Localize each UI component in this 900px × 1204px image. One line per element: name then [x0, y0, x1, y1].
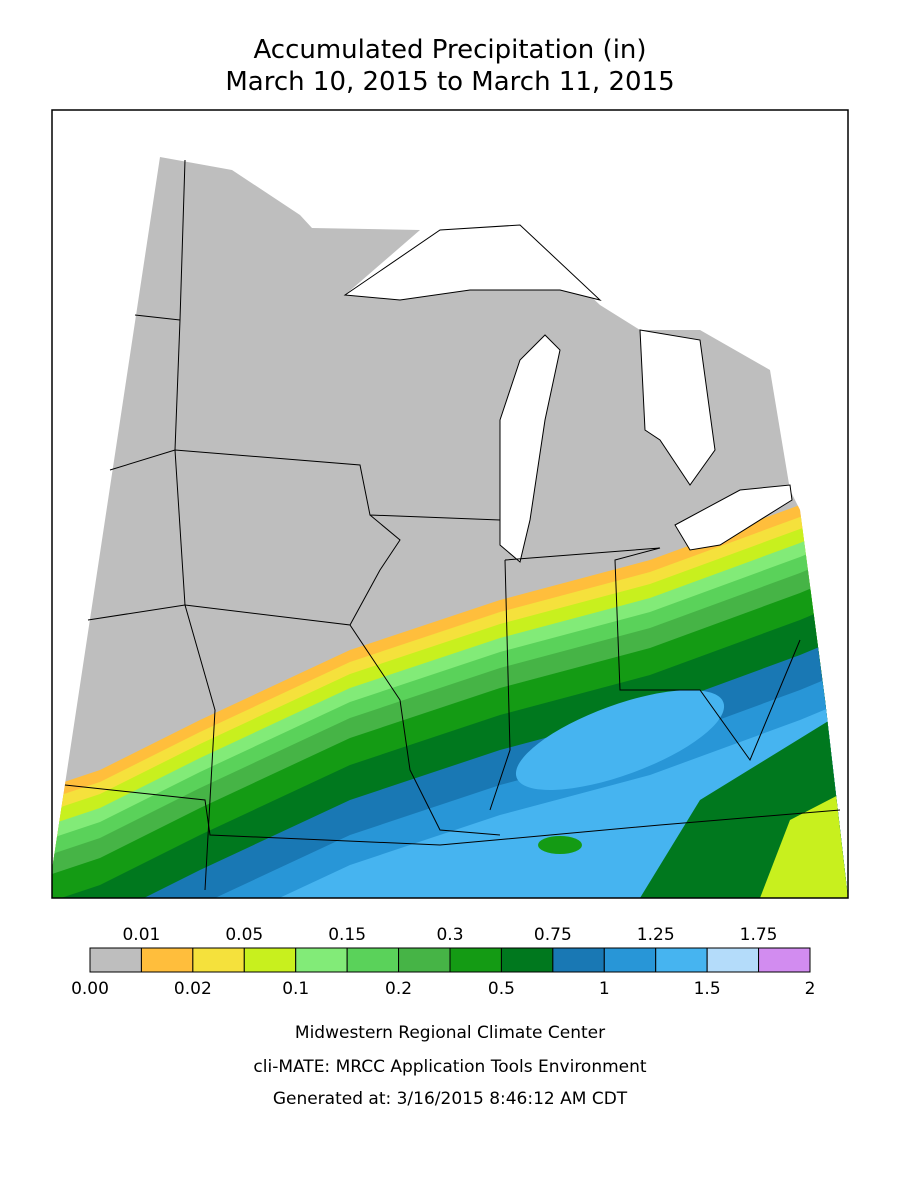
- legend-label: 0.2: [385, 979, 412, 999]
- boundary: [174, 159, 216, 891]
- legend-swatch: [398, 947, 451, 973]
- legend-label: 0.3: [436, 925, 463, 945]
- legend-label: 1.5: [694, 979, 721, 999]
- legend-label: 2: [805, 979, 816, 999]
- precip-band: [538, 836, 582, 854]
- boundary: [349, 514, 401, 626]
- boundary: [134, 314, 181, 321]
- lake-erie: [674, 484, 793, 551]
- legend-swatch: [243, 947, 297, 973]
- boundary: [504, 547, 801, 762]
- legend-swatch: [758, 947, 811, 973]
- legend-label: 0.5: [488, 979, 515, 999]
- legend-swatch: [655, 947, 708, 973]
- footer-line: Midwestern Regional Climate Center: [295, 1023, 605, 1043]
- precip-bands: [52, 480, 848, 898]
- boundary: [109, 449, 501, 521]
- legend-label: 1.25: [637, 925, 675, 945]
- lake-superior: [343, 224, 602, 301]
- boundary: [489, 559, 511, 811]
- map-title: Accumulated Precipitation (in): [253, 35, 646, 65]
- legend-swatch: [449, 947, 502, 973]
- footer-line: Generated at: 3/16/2015 8:46:12 AM CDT: [273, 1089, 628, 1109]
- legend-swatch: [552, 947, 605, 973]
- map-subtitle: March 10, 2015 to March 11, 2015: [225, 67, 674, 97]
- precip-band: [52, 695, 848, 898]
- legend-swatch: [192, 947, 245, 973]
- legend-label: 0.15: [328, 925, 366, 945]
- legend-swatch: [706, 947, 760, 973]
- legend-label: 0.1: [282, 979, 309, 999]
- legend-swatch: [295, 947, 348, 973]
- legend-swatch: [89, 947, 142, 973]
- legend-swatch: [346, 947, 400, 973]
- legend-label: 0.05: [225, 925, 263, 945]
- lake-huron: [639, 329, 716, 486]
- boundaries: [64, 159, 841, 891]
- precip-band: [760, 790, 848, 898]
- map: [51, 109, 849, 899]
- precip-band: [515, 690, 725, 790]
- legend-swatch: [500, 947, 554, 973]
- boundary: [64, 784, 841, 846]
- legend-label: 0.75: [534, 925, 572, 945]
- legend-label: 0.02: [174, 979, 212, 999]
- footer-line: cli-MATE: MRCC Application Tools Environ…: [253, 1057, 646, 1077]
- lakes: [343, 224, 793, 563]
- legend-label: 0.01: [122, 925, 160, 945]
- legend-label: 1: [599, 979, 610, 999]
- map-frame: [51, 109, 849, 899]
- lake-michigan: [499, 334, 561, 563]
- legend-label: 1.75: [740, 925, 778, 945]
- legend: 0.00 0.01 0.02 0.05 0.1 0.15 0.2 0.3 0.5 0.75 1 1.2…: [71, 925, 815, 999]
- legend-swatch: [603, 947, 657, 973]
- boundary: [87, 604, 501, 836]
- legend-swatch: [140, 947, 194, 973]
- legend-label: 0.00: [71, 979, 109, 999]
